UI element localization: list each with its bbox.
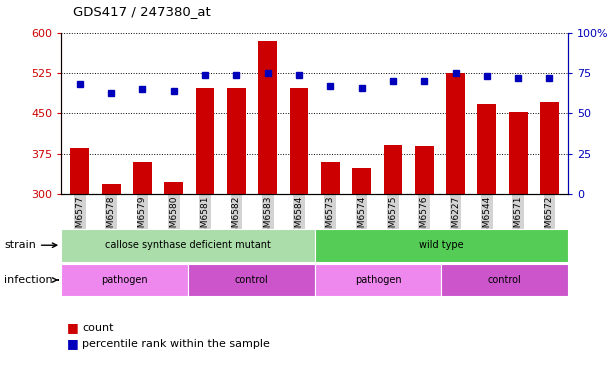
- Text: strain: strain: [4, 240, 57, 250]
- Text: wild type: wild type: [419, 240, 464, 250]
- Bar: [315, 264, 441, 296]
- Bar: [509, 112, 527, 355]
- Bar: [315, 229, 568, 262]
- Text: control: control: [235, 275, 268, 285]
- Text: pathogen: pathogen: [101, 275, 148, 285]
- Bar: [540, 102, 559, 355]
- Text: infection: infection: [4, 275, 58, 285]
- Bar: [258, 41, 277, 355]
- Bar: [196, 88, 214, 355]
- Text: callose synthase deficient mutant: callose synthase deficient mutant: [105, 240, 271, 250]
- Bar: [102, 184, 120, 355]
- Text: ■: ■: [67, 337, 79, 351]
- Bar: [384, 145, 402, 355]
- Bar: [446, 73, 465, 355]
- Bar: [321, 162, 340, 355]
- Bar: [290, 88, 309, 355]
- Text: percentile rank within the sample: percentile rank within the sample: [82, 339, 270, 349]
- Bar: [477, 104, 496, 355]
- Text: ■: ■: [67, 321, 79, 334]
- Bar: [441, 264, 568, 296]
- Bar: [188, 264, 315, 296]
- Bar: [415, 146, 434, 355]
- Bar: [70, 148, 89, 355]
- Bar: [61, 229, 315, 262]
- Text: control: control: [488, 275, 522, 285]
- Bar: [133, 162, 152, 355]
- Bar: [164, 182, 183, 355]
- Text: GDS417 / 247380_at: GDS417 / 247380_at: [73, 5, 211, 18]
- Bar: [227, 88, 246, 355]
- Bar: [61, 264, 188, 296]
- Bar: [352, 168, 371, 355]
- Text: pathogen: pathogen: [355, 275, 401, 285]
- Text: count: count: [82, 322, 114, 333]
